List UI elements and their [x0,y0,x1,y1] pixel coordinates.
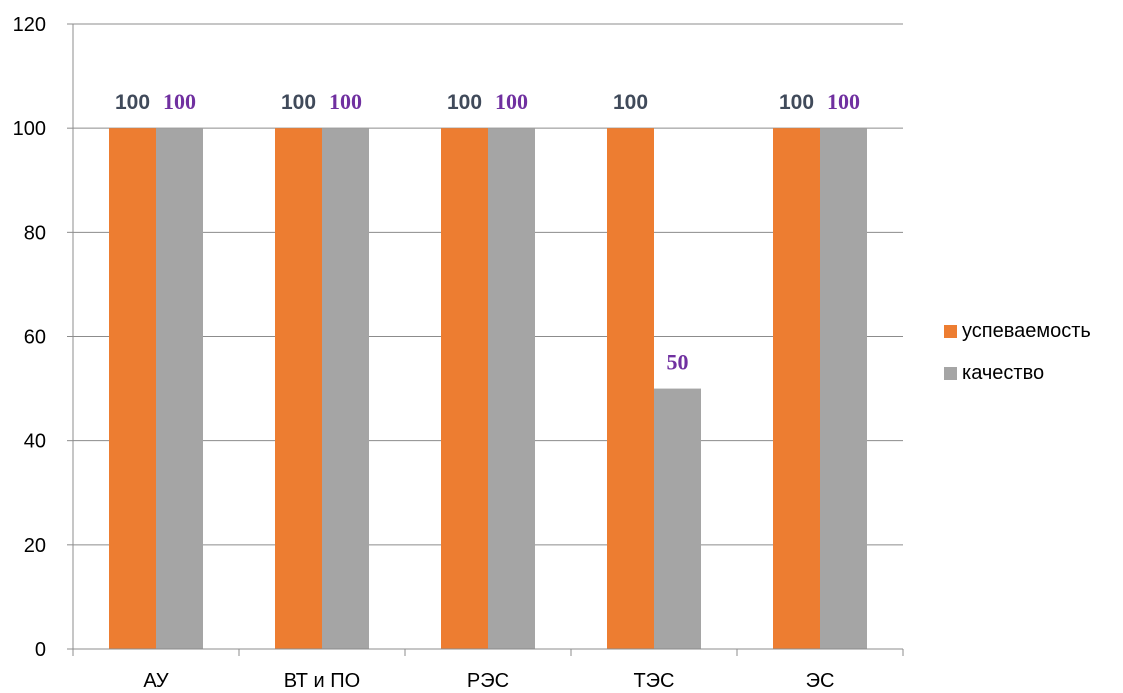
y-tick-label: 40 [24,431,46,453]
bars [109,128,867,649]
bar-series-2 [820,128,867,649]
bar-series-2 [488,128,535,649]
data-label-series-1: 100 [115,91,150,114]
x-category-label: РЭС [467,670,509,692]
bar-series-1 [773,128,820,649]
y-tick-label: 60 [24,327,46,349]
bar-series-2 [156,128,203,649]
y-tick-label: 100 [13,118,46,140]
legend-item-series-2: качество [944,360,1091,387]
legend-item-series-1: успеваемость [944,318,1091,345]
legend-label-series-2: качество [962,362,1045,384]
data-label-series-2: 100 [827,89,860,114]
bar-series-1 [109,128,156,649]
x-category-label: АУ [143,670,168,692]
y-tick-label: 20 [24,535,46,557]
x-category-label: ЭС [806,670,835,692]
bar-series-2 [322,128,369,649]
bar-series-2 [654,388,701,649]
legend-swatch-series-2 [944,367,957,380]
data-label-series-2: 100 [163,89,196,114]
y-tick-label: 0 [35,639,46,661]
bar-series-1 [441,128,488,649]
data-labels: 100 100 100 100 100 100 100 100 50 100 [115,89,860,374]
legend-swatch-series-1 [944,325,957,338]
y-tick-label: 80 [24,222,46,244]
data-label-series-1: 100 [281,91,316,114]
data-label-series-2: 100 [329,89,362,114]
axes [67,23,904,656]
data-label-series-1: 100 [447,91,482,114]
y-axis-tick-labels: 0 20 40 60 80 100 120 [13,14,46,661]
legend: успеваемость качество [944,318,1091,402]
data-label-series-1: 100 [779,91,814,114]
y-tick-label: 120 [13,14,46,36]
x-axis-category-labels: АУ ВТ и ПО РЭС ТЭС ЭС [143,670,834,692]
bar-series-1 [607,128,654,649]
data-label-series-2: 100 [495,89,528,114]
legend-label-series-1: успеваемость [962,320,1091,342]
bar-series-1 [275,128,322,649]
data-label-series-2: 50 [667,350,689,375]
x-category-label: ВТ и ПО [284,670,360,692]
x-category-label: ТЭС [633,670,674,692]
data-label-series-1: 100 [613,91,648,114]
